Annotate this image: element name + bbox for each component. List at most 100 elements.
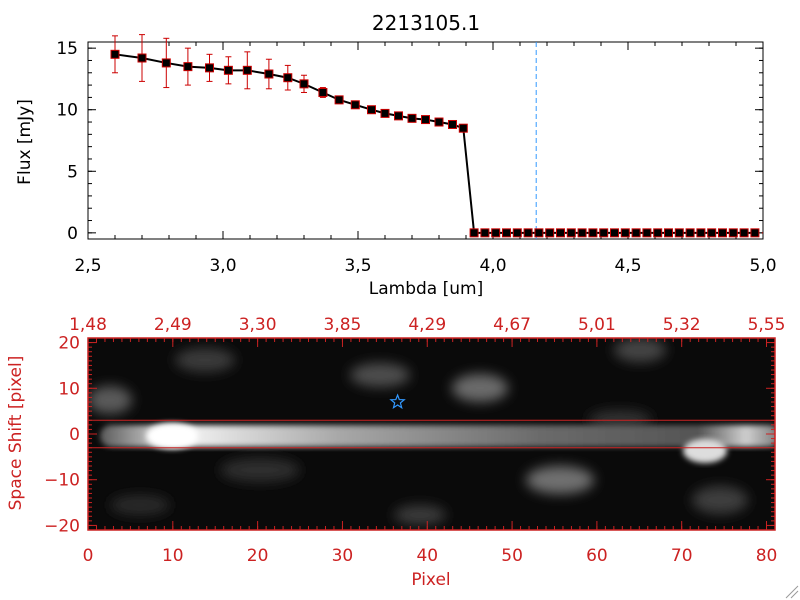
- data-point: [664, 228, 673, 238]
- data-point: [223, 65, 233, 75]
- data-point: [480, 228, 490, 238]
- x-axis-ticks: 2,5 3,0 3,5 4,0 4,5 5,0: [74, 42, 777, 276]
- x-tick-label: 40: [416, 546, 438, 566]
- data-point: [394, 111, 403, 121]
- x-axis-ticks: 0 10 20 30 40 50 60 70 80: [83, 521, 778, 566]
- image-area: [88, 338, 775, 530]
- data-point: [421, 115, 430, 125]
- y-axis-label: Flux [mJy]: [15, 99, 35, 185]
- data-point: [380, 108, 390, 118]
- y-tick-label: 0: [67, 224, 78, 244]
- data-point: [620, 228, 630, 238]
- extraction-lines: [88, 419, 775, 449]
- data-point: [283, 73, 293, 83]
- data-point: [718, 228, 727, 238]
- data-point: [334, 95, 344, 105]
- resize-grip[interactable]: [785, 585, 799, 599]
- data-point: [610, 228, 619, 238]
- data-point: [588, 228, 598, 238]
- data-point: [318, 87, 328, 97]
- y-tick-label: −10: [44, 471, 80, 491]
- x-tick-label: 60: [586, 546, 608, 566]
- data-point: [183, 62, 193, 72]
- data-point: [434, 117, 444, 127]
- top-tick-label: 5,55: [748, 315, 786, 335]
- data-point: [534, 228, 544, 238]
- chart-title: 2213105.1: [372, 11, 480, 35]
- data-point: [556, 228, 565, 238]
- data-point: [205, 63, 214, 73]
- top-tick-label: 3,85: [324, 315, 362, 335]
- x-tick-label: 0: [83, 546, 94, 566]
- top-tick-label: 2,49: [154, 315, 192, 335]
- plot-frame: [87, 41, 764, 240]
- data-point: [137, 53, 147, 63]
- top-tick-label: 1,48: [69, 315, 107, 335]
- data-point: [707, 228, 717, 238]
- y-tick-label: 10: [58, 379, 80, 399]
- y-tick-label: 0: [69, 425, 80, 445]
- x-tick-label: 70: [671, 546, 693, 566]
- data-point: [350, 100, 360, 110]
- source-marker-star: [389, 393, 406, 410]
- data-point: [599, 228, 609, 238]
- data-point: [110, 49, 120, 59]
- x-axis-label: Lambda [um]: [369, 279, 483, 299]
- data-point: [469, 228, 479, 238]
- y-tick-label: 5: [67, 162, 78, 182]
- data-point: [728, 228, 738, 238]
- x-tick-label: 80: [756, 546, 778, 566]
- data-point: [407, 113, 417, 123]
- x-tick-label: 3,0: [209, 256, 236, 276]
- data-point: [242, 65, 252, 75]
- y-tick-label: 20: [58, 334, 80, 354]
- x-tick-label: 50: [501, 546, 523, 566]
- data-point: [523, 228, 533, 238]
- data-point: [161, 58, 171, 68]
- data-point: [458, 123, 468, 133]
- data-point: [577, 228, 587, 238]
- data-point: [299, 79, 309, 89]
- data-point: [642, 228, 652, 238]
- top-tick-label: 5,32: [663, 315, 701, 335]
- top-tick-label: 5,01: [578, 315, 616, 335]
- x-tick-label: 30: [332, 546, 354, 566]
- data-point: [566, 228, 576, 238]
- data-point: [696, 228, 706, 238]
- data-point: [545, 228, 555, 238]
- data-point: [739, 228, 749, 238]
- data-point: [512, 228, 522, 238]
- data-point: [448, 119, 457, 129]
- x-tick-label: 10: [162, 546, 184, 566]
- top-tick-label: 4,67: [493, 315, 531, 335]
- top-tick-label: 3,30: [239, 315, 277, 335]
- y-axis-ticks: −20 −10 0 10 20: [44, 334, 775, 536]
- data-point: [367, 105, 376, 115]
- y-tick-label: 10: [56, 101, 78, 121]
- x-tick-label: 20: [247, 546, 269, 566]
- spectrum-trace: [100, 423, 775, 463]
- x-tick-label: 4,0: [479, 256, 506, 276]
- series-markers: [110, 49, 760, 238]
- spectrum-image: 0 10 20 30 40 50 60 70 80 −20 −10 0 10 20 1,48 2,49 3,…: [6, 315, 785, 590]
- data-point: [750, 228, 760, 238]
- data-point: [502, 228, 511, 238]
- y-tick-label: −20: [44, 516, 80, 536]
- data-point: [685, 228, 695, 238]
- x-axis-label: Pixel: [411, 570, 450, 590]
- star-marker: [389, 393, 406, 410]
- data-point: [264, 69, 274, 79]
- data-point: [631, 228, 641, 238]
- y-tick-label: 15: [56, 39, 78, 59]
- top-tick-label: 4,29: [408, 315, 446, 335]
- data-point: [491, 228, 501, 238]
- y-axis-label: Space Shift [pixel]: [6, 356, 26, 511]
- y-axis-ticks: 0 5 10 15: [56, 39, 763, 244]
- spectrum-plot: 2213105.1 2,5 3,0 3,5 4,0 4,5 5,0 0 5 10 15 Lamb…: [15, 11, 777, 299]
- data-point: [653, 228, 663, 238]
- x-tick-label: 2,5: [74, 256, 101, 276]
- x-tick-label: 5,0: [749, 256, 776, 276]
- data-point: [674, 228, 684, 238]
- wavelength-axis-ticks: 1,48 2,49 3,30 3,85 4,29 4,67 5,01 5,32 5,55: [69, 315, 785, 347]
